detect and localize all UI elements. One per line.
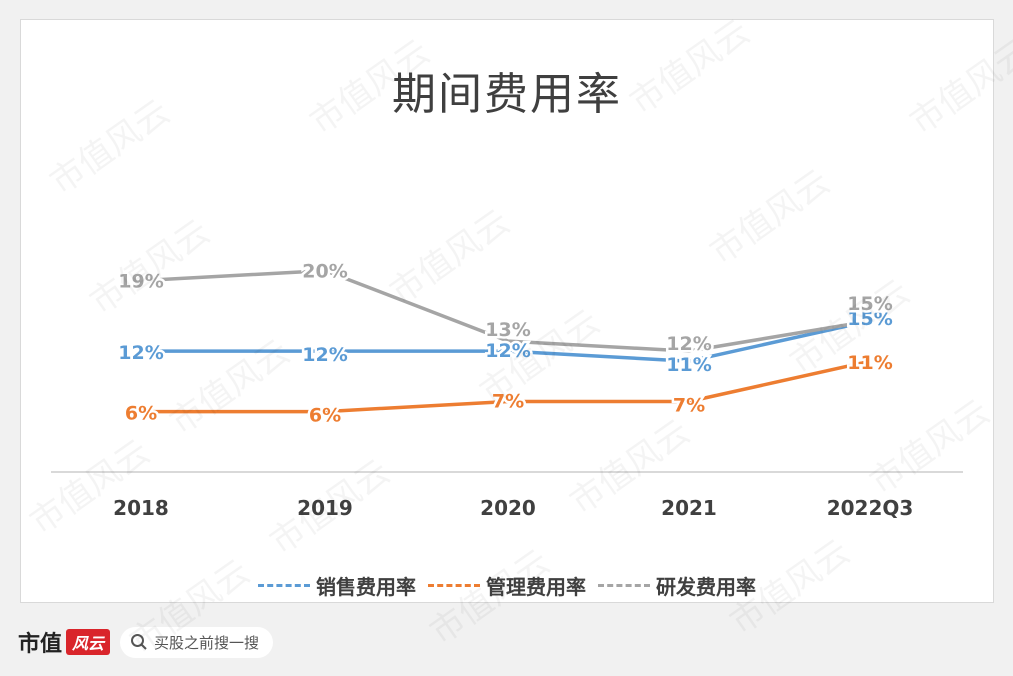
data-label: 6% xyxy=(309,405,341,427)
search-icon xyxy=(131,634,147,650)
data-label: 15% xyxy=(847,308,892,330)
data-label: 12% xyxy=(485,340,530,362)
legend-item: 研发费用率 xyxy=(598,571,756,600)
chart-card: 期间费用率 2018 2019 2020 2021 2022Q3 12% 12% 12% 11%… xyxy=(20,19,994,603)
legend-swatch xyxy=(428,583,480,587)
legend-swatch xyxy=(598,583,650,587)
data-label: 6% xyxy=(125,403,157,425)
chart-legend: 销售费用率 管理费用率 研发费用率 xyxy=(21,570,993,600)
series-line xyxy=(140,268,871,353)
legend-item: 销售费用率 xyxy=(258,571,416,600)
footer-bar: 市值 风云 买股之前搜一搜 xyxy=(18,624,274,660)
x-tick-label: 2019 xyxy=(297,496,353,520)
chart-title: 期间费用率 xyxy=(392,69,622,120)
x-tick-label: 2022Q3 xyxy=(827,496,914,520)
legend-label: 研发费用率 xyxy=(656,574,756,599)
legend-item: 管理费用率 xyxy=(428,571,586,600)
legend-label: 销售费用率 xyxy=(316,574,416,599)
data-label: 15% xyxy=(847,293,892,315)
data-label: 11% xyxy=(847,352,892,374)
legend-label: 管理费用率 xyxy=(486,574,586,599)
data-label: 12% xyxy=(302,344,347,366)
brand-logo-seal: 风云 xyxy=(66,629,111,655)
x-tick-label: 2018 xyxy=(113,496,169,520)
legend-swatch xyxy=(258,583,310,587)
data-label: 11% xyxy=(666,354,711,376)
data-label: 13% xyxy=(485,319,530,341)
search-placeholder: 买股之前搜一搜 xyxy=(154,633,260,652)
x-tick-label: 2020 xyxy=(480,496,536,520)
data-label: 20% xyxy=(302,261,347,283)
data-label: 12% xyxy=(666,333,711,355)
search-box[interactable]: 买股之前搜一搜 xyxy=(120,626,274,658)
brand-name: 市值 xyxy=(18,632,63,657)
x-tick-label: 2021 xyxy=(661,496,717,520)
series-line xyxy=(141,319,871,363)
data-label: 19% xyxy=(118,271,163,293)
data-label: 12% xyxy=(118,342,163,364)
data-label: 7% xyxy=(492,391,524,413)
series-line xyxy=(141,359,871,414)
data-label: 7% xyxy=(673,395,705,417)
